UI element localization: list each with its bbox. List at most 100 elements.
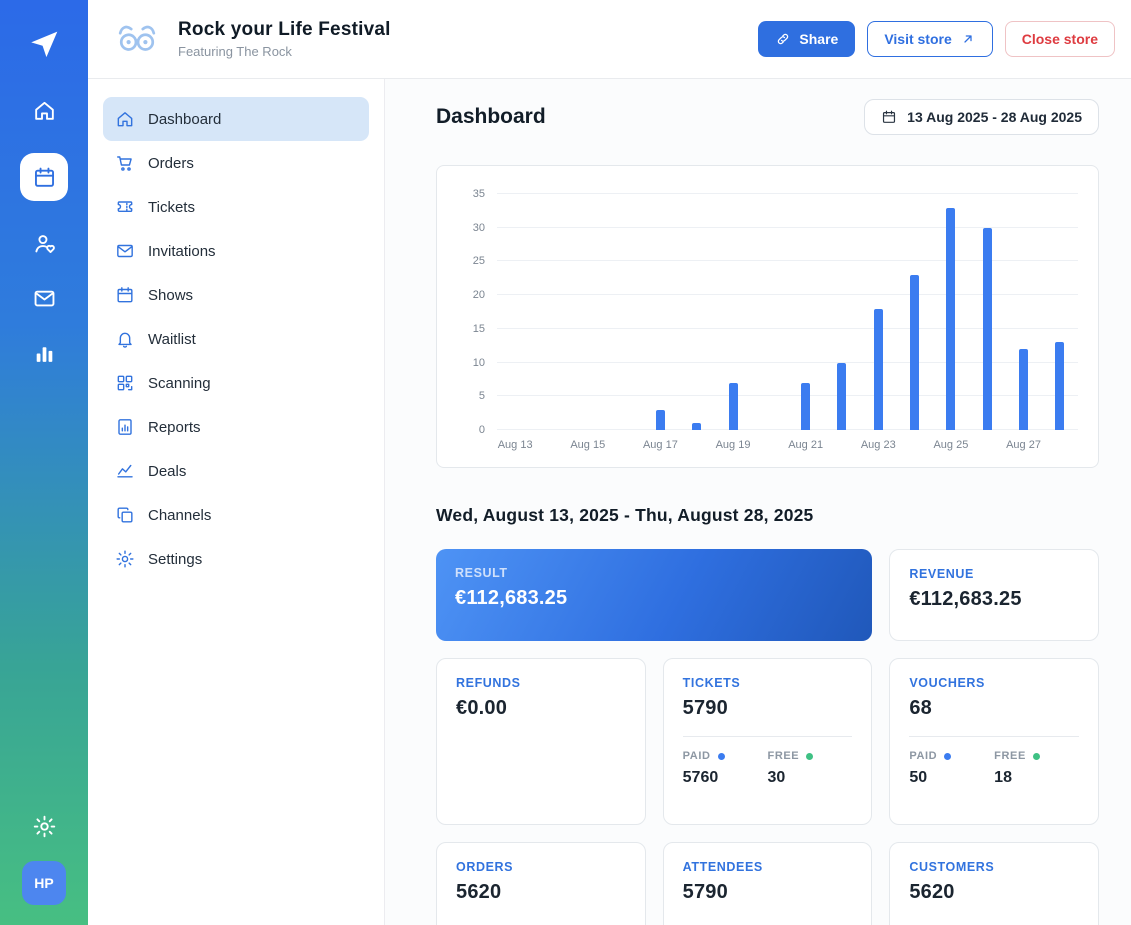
y-tick-label: 5 — [478, 390, 485, 403]
sidebar-menu: Dashboard Orders Tickets Invitations Shows Wa… — [103, 97, 369, 581]
sidebar-item-tickets[interactable]: Tickets — [103, 185, 369, 229]
gridline — [497, 260, 1078, 262]
rail-home-button[interactable] — [32, 98, 57, 123]
bar-slot — [824, 194, 860, 430]
sidebar-item-scanning[interactable]: Scanning — [103, 361, 369, 405]
event-header: Rock your Life Festival Featuring The Ro… — [88, 0, 1131, 79]
bar-aug-26 — [982, 227, 992, 430]
vouchers-card: VOUCHERS 68 PAID 50 FREE 18 — [889, 658, 1099, 825]
result-card: RESULT €112,683.25 — [436, 549, 873, 641]
visit-store-label: Visit store — [884, 31, 952, 47]
home-icon — [115, 109, 135, 129]
customers-card: CUSTOMERS 5620 — [889, 842, 1099, 925]
sidebar-item-reports[interactable]: Reports — [103, 405, 369, 449]
vouchers-free-label: FREE — [994, 750, 1026, 762]
rail-messages-button[interactable] — [32, 286, 57, 311]
workspace: Dashboard Orders Tickets Invitations Shows Wa… — [88, 79, 1131, 925]
bar-slot — [969, 194, 1005, 430]
sidebar-item-label: Tickets — [148, 198, 195, 216]
bar-aug-28 — [1055, 342, 1065, 430]
visit-store-button[interactable]: Visit store — [867, 21, 993, 57]
x-tick-label: Aug 13 — [497, 439, 533, 451]
sidebar-item-orders[interactable]: Orders — [103, 141, 369, 185]
right-column: Rock your Life Festival Featuring The Ro… — [88, 0, 1131, 925]
vouchers-free-value: 18 — [994, 769, 1012, 786]
sidebar-item-waitlist[interactable]: Waitlist — [103, 317, 369, 361]
app-logo[interactable] — [27, 26, 61, 60]
share-button[interactable]: Share — [758, 21, 856, 57]
bar-aug-22 — [837, 362, 847, 430]
tickets-card: TICKETS 5790 PAID 5760 FREE 30 — [662, 658, 873, 825]
bar-slot — [642, 194, 678, 430]
ticket-icon — [115, 197, 135, 217]
sidebar-item-label: Channels — [148, 506, 212, 524]
y-tick-label: 10 — [472, 356, 485, 369]
rail-events-button[interactable] — [20, 153, 68, 201]
mail-icon — [34, 290, 54, 307]
close-store-label: Close store — [1021, 31, 1098, 47]
x-tick-label: Aug 21 — [788, 439, 824, 451]
orders-value: 5620 — [456, 881, 502, 903]
content-header: Dashboard 13 Aug 2025 - 28 Aug 2025 — [436, 99, 1099, 135]
bar-slot — [497, 194, 533, 430]
rail-bottom: HP — [22, 814, 66, 905]
sidebar-item-deals[interactable]: Deals — [103, 449, 369, 493]
attendees-label: ATTENDEES — [682, 860, 763, 874]
sidebar-item-channels[interactable]: Channels — [103, 493, 369, 537]
dashboard-content: Dashboard 13 Aug 2025 - 28 Aug 2025 0 5 10… — [385, 79, 1131, 925]
user-avatar[interactable]: HP — [22, 861, 66, 905]
channels-icon — [115, 505, 135, 525]
paid-dot — [944, 752, 952, 760]
free-dot — [1032, 752, 1040, 760]
bar-slot — [896, 194, 932, 430]
sidebar-item-label: Dashboard — [148, 110, 222, 128]
sales-chart: 0 5 10 15 20 25 30 35 — [459, 188, 1078, 436]
event-title: Rock your Life Festival — [178, 19, 391, 40]
revenue-card: REVENUE €112,683.25 — [889, 549, 1099, 641]
result-value: €112,683.25 — [455, 587, 568, 609]
tickets-free-value: 30 — [767, 769, 786, 786]
chart-y-axis: 0 5 10 15 20 25 30 35 — [459, 188, 485, 436]
gridline — [497, 395, 1078, 397]
rail-analytics-button[interactable] — [32, 341, 57, 366]
sidebar-item-invitations[interactable]: Invitations — [103, 229, 369, 273]
x-tick-label — [606, 439, 642, 451]
refunds-label: REFUNDS — [456, 676, 521, 690]
gridline — [497, 226, 1078, 228]
vouchers-free: FREE 18 — [994, 750, 1079, 787]
x-tick-label — [824, 439, 860, 451]
customers-value: 5620 — [909, 881, 955, 903]
bar-slot — [751, 194, 787, 430]
bar-aug-21 — [801, 382, 811, 430]
event-subtitle: Featuring The Rock — [178, 44, 292, 59]
qr-icon — [115, 373, 135, 393]
sidebar-item-shows[interactable]: Shows — [103, 273, 369, 317]
stats-grid: RESULT €112,683.25 REVENUE €112,683.25 R… — [436, 549, 1099, 925]
x-tick-label: Aug 25 — [933, 439, 969, 451]
sidebar-item-label: Invitations — [148, 242, 216, 260]
envelope-icon — [115, 241, 135, 261]
tickets-paid-value: 5760 — [682, 769, 719, 786]
calendar-icon — [883, 110, 896, 123]
sidebar-item-label: Shows — [148, 286, 194, 304]
vouchers-paid-label: PAID — [909, 750, 938, 762]
event-brand: Rock your Life Festival Featuring The Ro… — [116, 19, 391, 59]
x-tick-label — [896, 439, 932, 451]
result-label: RESULT — [455, 566, 508, 580]
bar-aug-25 — [946, 207, 956, 430]
sidebar-item-dashboard[interactable]: Dashboard — [103, 97, 369, 141]
bar-slot — [570, 194, 606, 430]
page-title: Dashboard — [436, 105, 546, 128]
x-tick-label — [1042, 439, 1078, 451]
rail-guests-button[interactable] — [32, 231, 57, 256]
x-tick-label: Aug 23 — [860, 439, 896, 451]
bar-aug-17 — [655, 409, 665, 430]
close-store-button[interactable]: Close store — [1004, 21, 1115, 57]
rail-nav — [20, 98, 68, 366]
sidebar-item-settings[interactable]: Settings — [103, 537, 369, 581]
deal-icon — [115, 461, 135, 481]
rail-settings-button[interactable] — [32, 814, 57, 839]
date-range-picker[interactable]: 13 Aug 2025 - 28 Aug 2025 — [864, 99, 1099, 135]
left-rail: HP — [0, 0, 88, 925]
